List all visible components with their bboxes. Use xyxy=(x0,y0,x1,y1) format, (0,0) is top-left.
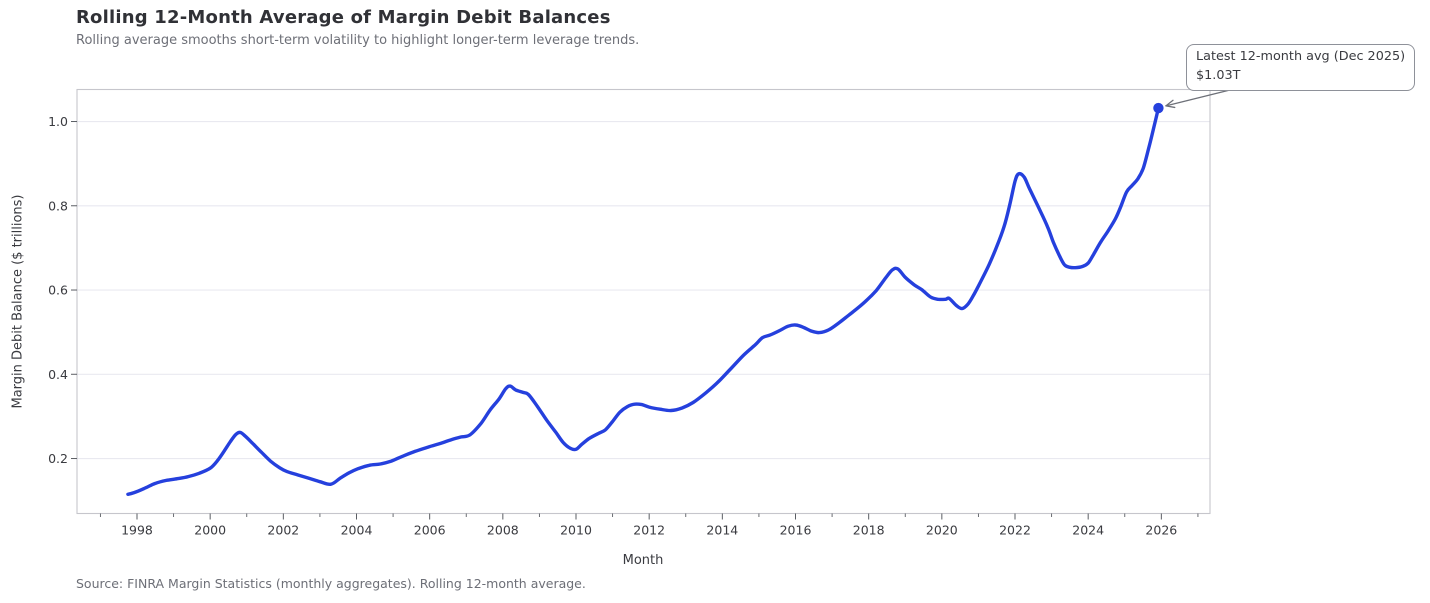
x-tick-label: 2018 xyxy=(853,523,885,538)
chart-title: Rolling 12-Month Average of Margin Debit… xyxy=(76,7,611,28)
x-tick-label: 2014 xyxy=(706,523,738,538)
plot-border xyxy=(76,88,1211,515)
latest-point-marker xyxy=(1153,102,1164,114)
x-tick-label: 2010 xyxy=(560,523,592,538)
annotation-arrowhead xyxy=(1165,99,1174,107)
margin-debt-line xyxy=(126,106,1161,496)
y-axis-label: Margin Debit Balance ($ trillions) xyxy=(10,194,26,409)
source-note: Source: FINRA Margin Statistics (monthly… xyxy=(76,576,586,591)
x-tick-label: 2022 xyxy=(999,523,1031,538)
x-tick-label: 2020 xyxy=(926,523,958,538)
y-tick-label: 0.6 xyxy=(48,283,68,298)
x-tick-label: 2024 xyxy=(1072,523,1104,538)
x-tick-label: 2016 xyxy=(780,523,812,538)
x-tick-label: 2012 xyxy=(633,523,665,538)
x-tick-label: 2008 xyxy=(487,523,519,538)
annotation-arrowhead xyxy=(1165,105,1176,109)
annotation-callout: Latest 12-month avg (Dec 2025) $1.03T xyxy=(1186,44,1416,91)
y-tick-label: 0.2 xyxy=(48,451,68,466)
y-tick-label: 0.4 xyxy=(48,367,68,382)
annotation-line-2: $1.03T xyxy=(1196,67,1241,83)
annotation-line-1: Latest 12-month avg (Dec 2025) xyxy=(1196,49,1406,64)
x-tick-label: 2006 xyxy=(414,523,446,538)
y-tick-label: 0.8 xyxy=(48,198,68,213)
x-tick-label: 2002 xyxy=(267,523,299,538)
x-tick-label: 1998 xyxy=(121,523,153,538)
x-tick-label: 2026 xyxy=(1145,523,1177,538)
x-tick-label: 2000 xyxy=(194,523,226,538)
annotation-arrow xyxy=(1165,87,1237,107)
y-tick-label: 1.0 xyxy=(48,114,68,129)
x-axis-label: Month xyxy=(622,553,664,568)
chart-subtitle: Rolling average smooths short-term volat… xyxy=(76,33,640,48)
x-tick-label: 2004 xyxy=(341,523,373,538)
